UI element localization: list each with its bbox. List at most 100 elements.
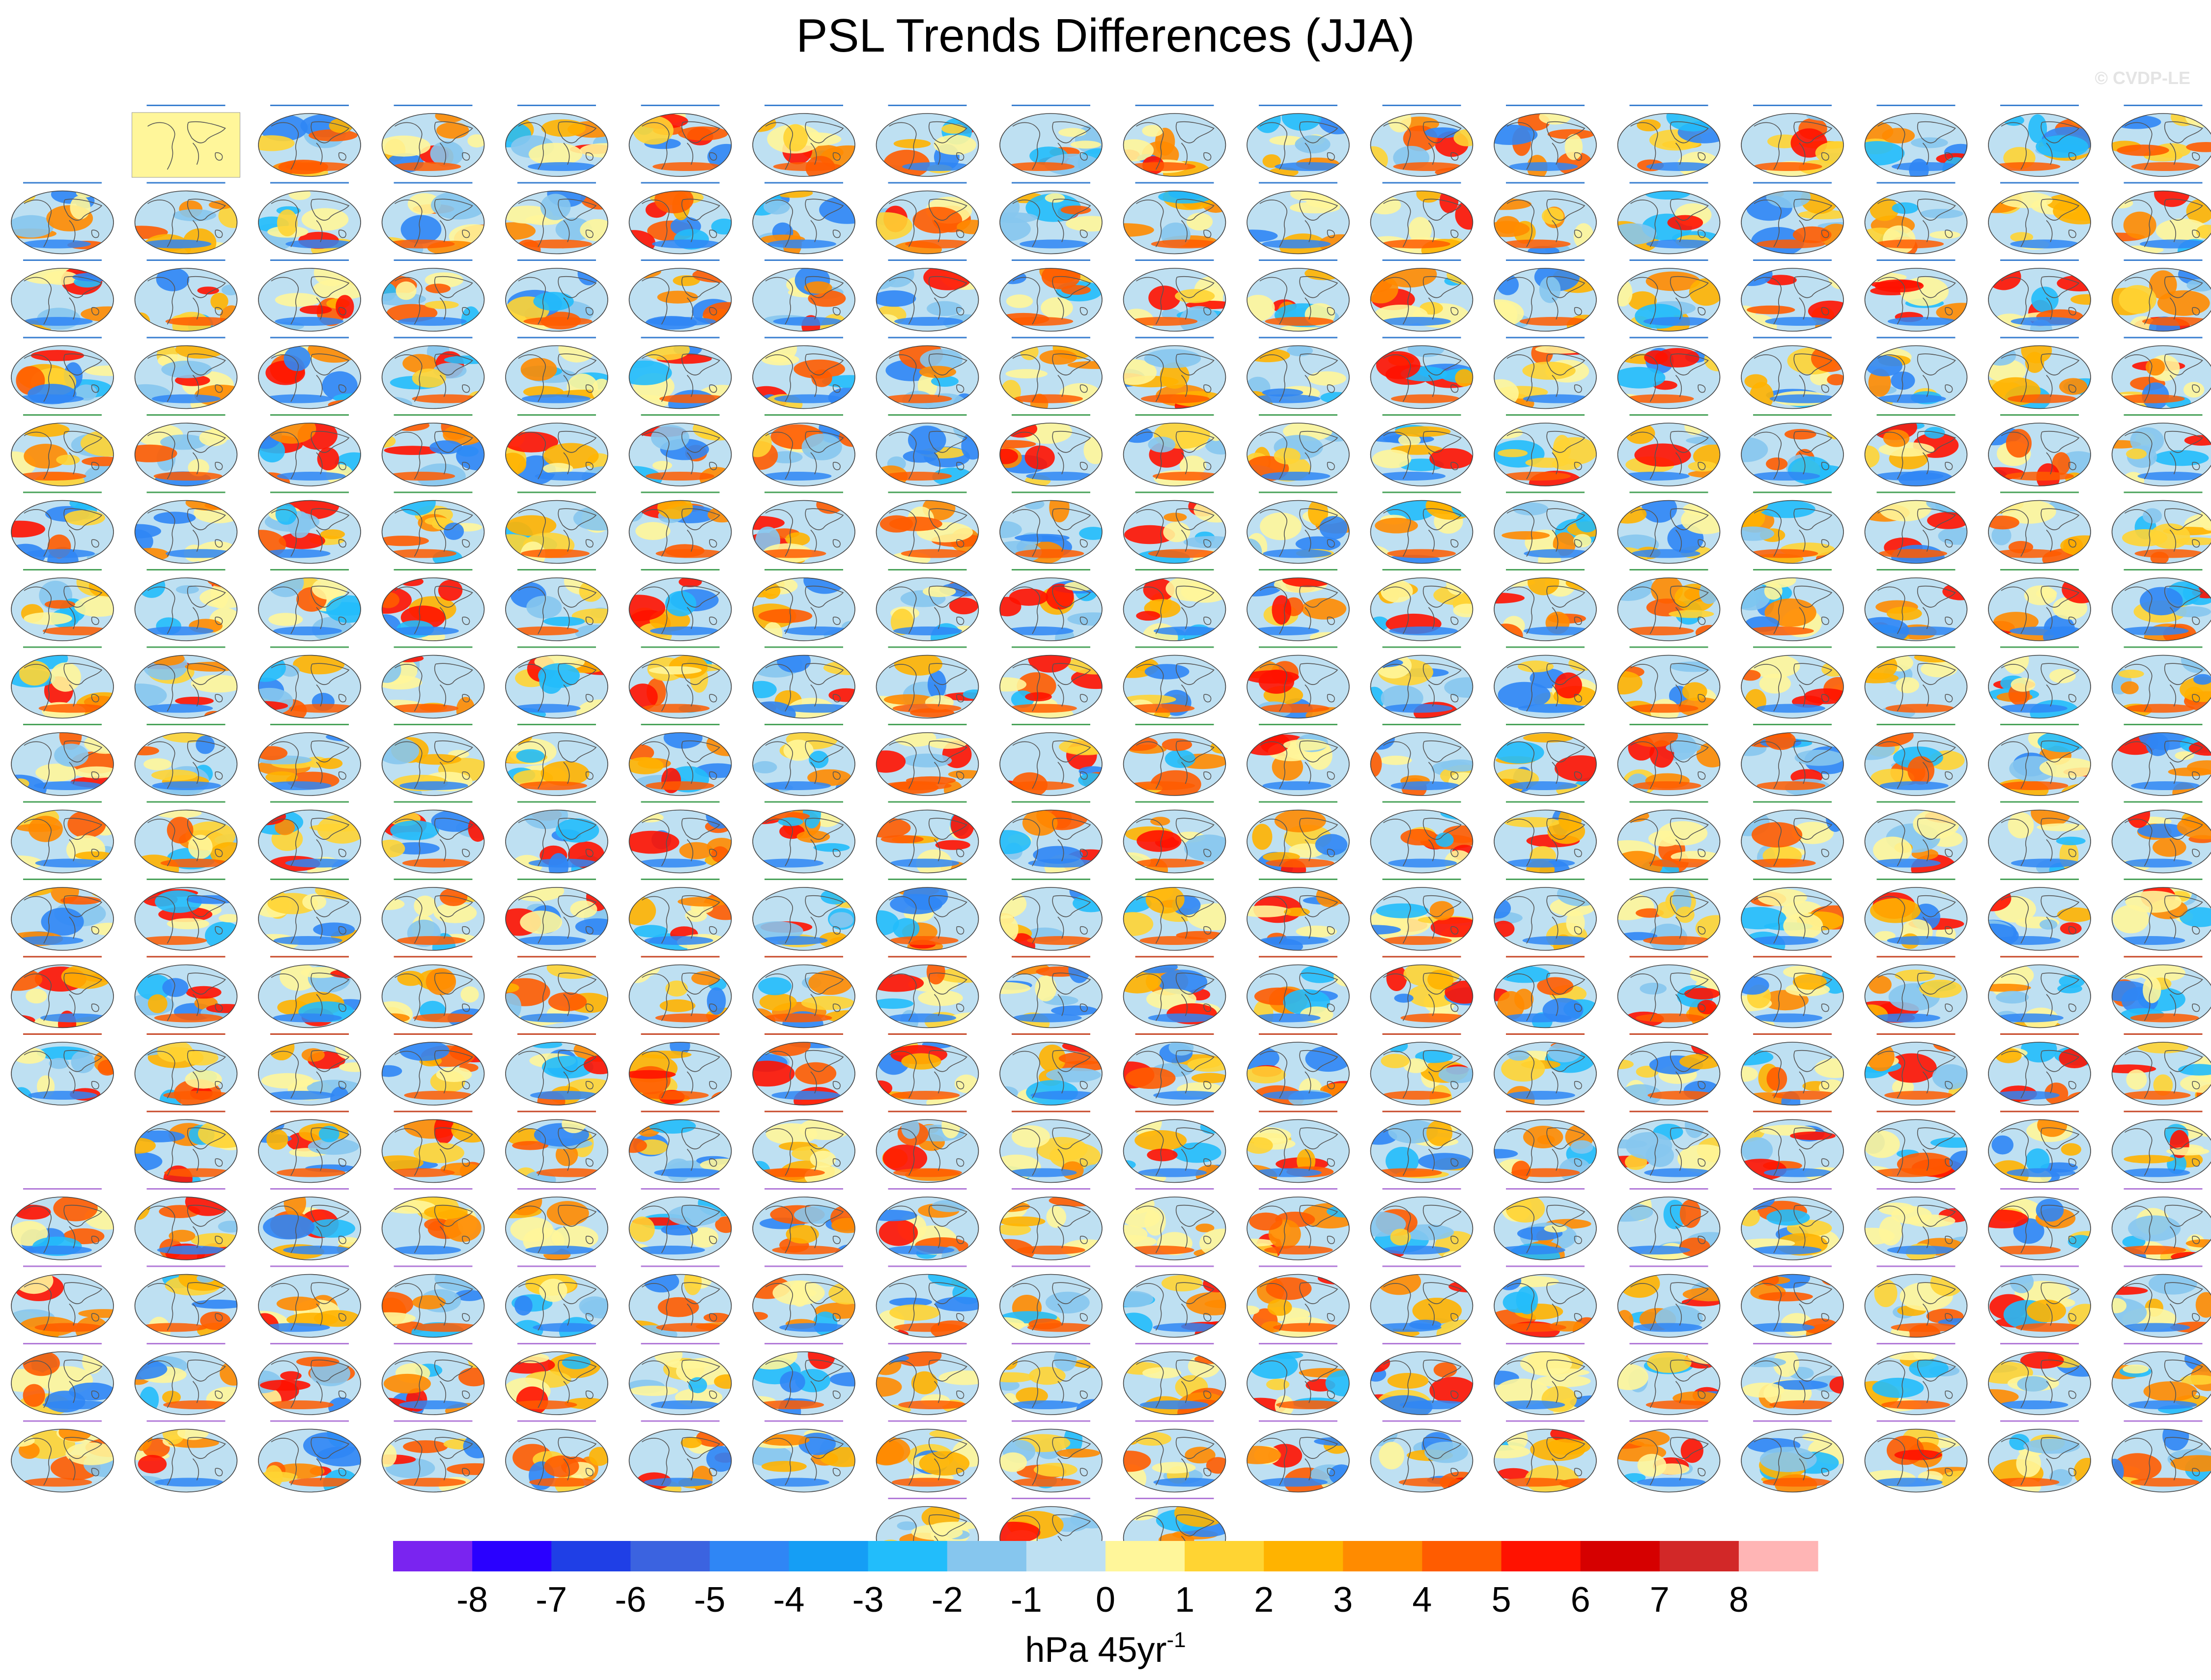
panel-caption (1012, 1420, 1090, 1422)
map-shading (1020, 239, 1088, 249)
map-shading (1741, 437, 1768, 462)
panel-caption (1135, 1343, 1214, 1344)
coastline (642, 1282, 720, 1331)
panel-caption (2124, 105, 2203, 106)
map-shading (893, 626, 963, 635)
map-shading (382, 1155, 424, 1170)
coastline (2125, 199, 2203, 247)
globe-outline (134, 809, 238, 874)
map-shading (2143, 976, 2161, 1003)
map-shading (144, 626, 214, 635)
panel-background (132, 112, 240, 178)
panel-caption (2000, 259, 2079, 261)
globe-outline (2111, 190, 2211, 255)
coastline (889, 972, 967, 1021)
coastline (395, 353, 473, 402)
map-shading (707, 143, 732, 170)
panel-caption (1259, 337, 1337, 339)
panel-caption (1382, 337, 1461, 339)
map-panel (1370, 1265, 1474, 1338)
map-field (629, 114, 732, 176)
map-field (1370, 965, 1473, 1028)
panel-caption (270, 259, 349, 261)
map-shading (443, 1213, 482, 1242)
map-shading (1523, 394, 1592, 403)
map-shading (1663, 1199, 1686, 1229)
map-shading (887, 1013, 957, 1023)
map-field (876, 1042, 979, 1105)
map-panel (134, 414, 238, 486)
map-panel (258, 1343, 361, 1415)
map-shading (2117, 144, 2169, 156)
globe-outline (11, 809, 114, 874)
map-shading (876, 750, 906, 773)
coastline (1630, 663, 1709, 712)
map-panel (628, 956, 732, 1028)
map-field (1370, 1197, 1473, 1260)
map-field (506, 578, 608, 641)
coastline (1630, 1127, 1709, 1176)
map-panel (876, 414, 979, 486)
coastline (1754, 1127, 1833, 1176)
map-shading (1000, 216, 1031, 242)
map-shading (1386, 965, 1407, 991)
coastline (2001, 740, 2080, 789)
coastline (1136, 1127, 1215, 1176)
map-panel (258, 801, 361, 874)
map-shading (629, 360, 672, 385)
globe-outline (1123, 577, 1226, 641)
map-shading (2137, 1042, 2189, 1054)
map-shading (1441, 759, 1473, 772)
map-shading (1741, 500, 1768, 515)
panel-caption (1876, 956, 1956, 958)
map-field (1617, 1274, 1720, 1338)
map-shading (688, 1377, 708, 1394)
panel-caption (394, 1188, 473, 1190)
map-shading (811, 369, 832, 387)
map-shading (784, 704, 853, 713)
map-shading (785, 532, 810, 546)
panel-caption (888, 1111, 967, 1112)
map-shading (1765, 733, 1796, 750)
map-shading (42, 626, 112, 635)
panel-caption (2000, 1111, 2079, 1112)
map-panel (876, 259, 979, 332)
map-shading (2146, 734, 2170, 756)
map-shading (1444, 677, 1473, 698)
map-shading (74, 596, 113, 617)
map-shading (762, 781, 831, 790)
panel-caption (765, 1033, 843, 1035)
map-panel (381, 1343, 485, 1415)
panel-caption (394, 1343, 473, 1344)
globe-outline (11, 1042, 114, 1106)
coastline (1754, 740, 1833, 789)
map-shading (1511, 1168, 1580, 1177)
map-panel (505, 801, 608, 874)
panel-caption (641, 337, 720, 339)
map-shading (1870, 198, 1899, 221)
coastline (2125, 972, 2203, 1021)
map-shading (1949, 1150, 1967, 1173)
coastline (1383, 818, 1462, 866)
globe-outline (1370, 500, 1474, 564)
globe-outline (1988, 190, 2091, 255)
coastline (1136, 1359, 1215, 1408)
map-field (1247, 578, 1349, 641)
panel-caption (888, 259, 967, 261)
map-field (135, 1352, 237, 1415)
map-field (135, 965, 237, 1028)
map-shading (880, 835, 924, 844)
map-shading (1617, 1139, 1647, 1149)
map-shading (1930, 1274, 1964, 1297)
map-panel (381, 1188, 485, 1260)
map-shading (1376, 903, 1429, 918)
map-shading (668, 1205, 721, 1226)
map-field (506, 965, 608, 1028)
coastline (765, 353, 844, 402)
map-field (506, 114, 608, 176)
coastline (395, 199, 473, 247)
panel-caption (1506, 337, 1585, 339)
map-field (1494, 1119, 1596, 1183)
map-shading (1381, 1246, 1450, 1254)
globe-outline (505, 809, 608, 874)
